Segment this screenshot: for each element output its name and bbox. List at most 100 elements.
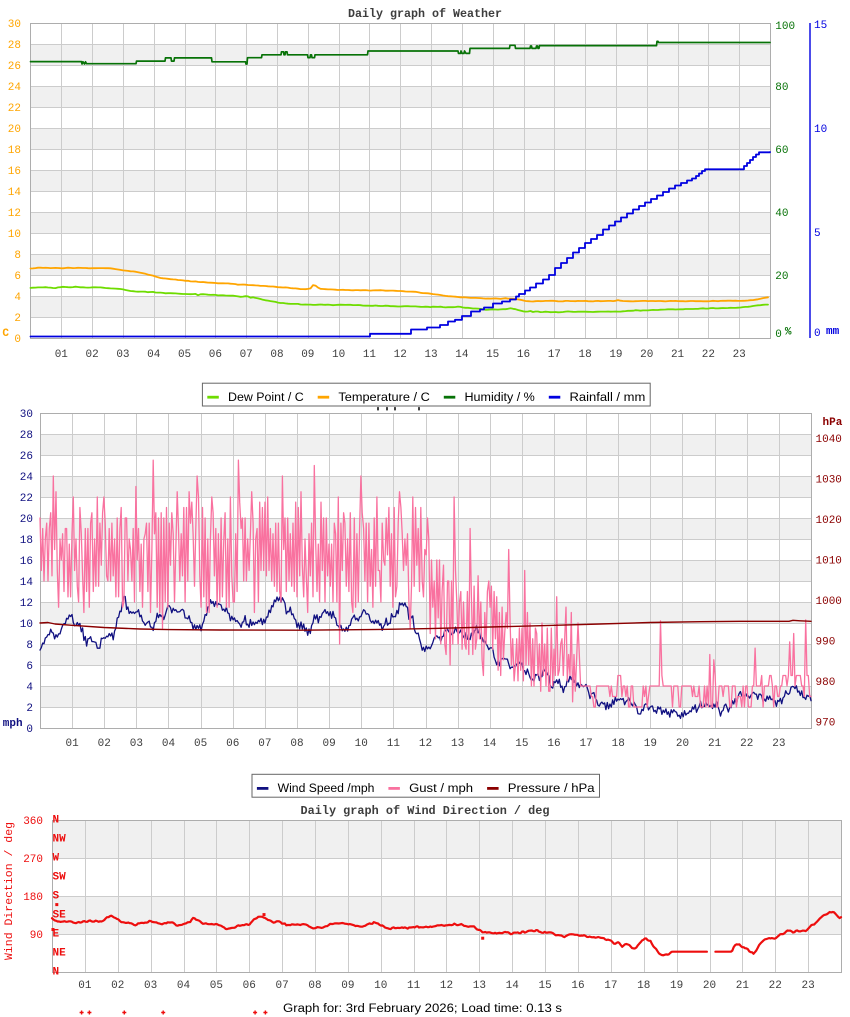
svg-text:16: 16 <box>571 980 584 992</box>
svg-text:13: 13 <box>451 738 464 750</box>
svg-text:23: 23 <box>772 738 785 750</box>
svg-text:24: 24 <box>20 472 34 484</box>
svg-text:970: 970 <box>816 718 836 730</box>
svg-text:990: 990 <box>816 637 836 649</box>
svg-text:02: 02 <box>86 349 99 361</box>
svg-text:C: C <box>2 328 9 340</box>
svg-text:Wind Speed /mph: Wind Speed /mph <box>278 781 375 795</box>
svg-text:100: 100 <box>775 21 795 33</box>
svg-text:Daily graph of Weather: Daily graph of Weather <box>348 7 502 21</box>
svg-text:10: 10 <box>814 124 827 136</box>
svg-text:10: 10 <box>355 738 368 750</box>
svg-text:03: 03 <box>130 738 143 750</box>
svg-text:04: 04 <box>177 980 191 992</box>
svg-text:2: 2 <box>14 313 21 325</box>
svg-text:16: 16 <box>547 738 560 750</box>
svg-text:S: S <box>53 891 60 903</box>
svg-text:14: 14 <box>8 187 22 199</box>
svg-text:28: 28 <box>8 40 21 52</box>
svg-text:09: 09 <box>341 980 354 992</box>
svg-text:11: 11 <box>387 738 401 750</box>
svg-text:mm: mm <box>826 326 840 338</box>
svg-text:mph: mph <box>3 718 23 730</box>
svg-text:09: 09 <box>323 738 336 750</box>
svg-text:16: 16 <box>20 556 33 568</box>
svg-text:07: 07 <box>276 980 289 992</box>
svg-text:12: 12 <box>440 980 453 992</box>
svg-text:21: 21 <box>708 738 722 750</box>
svg-text:15: 15 <box>515 738 528 750</box>
svg-text:20: 20 <box>676 738 689 750</box>
svg-text:06: 06 <box>226 738 239 750</box>
svg-text:04: 04 <box>147 349 161 361</box>
svg-text:23: 23 <box>733 349 746 361</box>
svg-text:18: 18 <box>637 980 650 992</box>
svg-text:60: 60 <box>775 145 788 157</box>
svg-text:14: 14 <box>455 349 469 361</box>
svg-text:%: % <box>785 327 792 339</box>
svg-text:03: 03 <box>116 349 129 361</box>
svg-text:17: 17 <box>580 738 593 750</box>
svg-text:01: 01 <box>66 738 80 750</box>
svg-text:18: 18 <box>8 145 21 157</box>
svg-text:11: 11 <box>407 980 421 992</box>
svg-text:Gust / mph: Gust / mph <box>409 781 473 795</box>
svg-text:12: 12 <box>394 349 407 361</box>
svg-text:1000: 1000 <box>816 596 842 608</box>
svg-text:12: 12 <box>20 598 33 610</box>
svg-text:1040: 1040 <box>816 434 842 446</box>
svg-text:1010: 1010 <box>816 556 842 568</box>
svg-text:06: 06 <box>243 980 256 992</box>
svg-text:09: 09 <box>301 349 314 361</box>
svg-text:Graph for: 3rd February 2026;: Graph for: 3rd February 2026; Load time:… <box>283 1003 562 1015</box>
svg-text:0: 0 <box>14 334 21 346</box>
svg-text:980: 980 <box>816 677 836 689</box>
svg-text:13: 13 <box>473 980 486 992</box>
svg-text:10: 10 <box>8 229 21 241</box>
svg-text:22: 22 <box>20 493 33 505</box>
svg-text:SW: SW <box>53 872 67 884</box>
svg-text:2: 2 <box>26 703 33 715</box>
svg-text:22: 22 <box>769 980 782 992</box>
svg-text:1020: 1020 <box>816 515 842 527</box>
svg-text:hPa: hPa <box>823 417 843 429</box>
svg-text:20: 20 <box>640 349 653 361</box>
svg-text:10: 10 <box>374 980 387 992</box>
svg-text:SE: SE <box>53 910 67 922</box>
svg-text:80: 80 <box>775 82 788 94</box>
svg-text:01: 01 <box>55 349 69 361</box>
svg-text:4: 4 <box>14 292 21 304</box>
svg-text:Daily graph of Wind Direction: Daily graph of Wind Direction / deg <box>301 804 550 818</box>
svg-text:19: 19 <box>670 980 683 992</box>
svg-text:10: 10 <box>332 349 345 361</box>
svg-text:03: 03 <box>144 980 157 992</box>
svg-text:18: 18 <box>612 738 625 750</box>
svg-text:24: 24 <box>8 82 22 94</box>
svg-text:6: 6 <box>26 661 33 673</box>
svg-text:Temperature / C: Temperature / C <box>338 390 430 404</box>
svg-text:30: 30 <box>8 19 21 31</box>
svg-text:05: 05 <box>178 349 191 361</box>
svg-text:02: 02 <box>111 980 124 992</box>
svg-text:19: 19 <box>644 738 657 750</box>
svg-text:15: 15 <box>814 20 827 32</box>
svg-text:08: 08 <box>290 738 303 750</box>
svg-text:8: 8 <box>14 250 21 262</box>
svg-text:20: 20 <box>20 514 33 526</box>
svg-text:Wind Direction / deg: Wind Direction / deg <box>4 822 16 960</box>
svg-text:14: 14 <box>483 738 497 750</box>
svg-text:17: 17 <box>604 980 617 992</box>
svg-text:26: 26 <box>20 451 33 463</box>
svg-text:N: N <box>53 967 60 979</box>
svg-text:12: 12 <box>8 208 21 220</box>
svg-text:05: 05 <box>210 980 223 992</box>
svg-text:14: 14 <box>20 577 34 589</box>
svg-text:22: 22 <box>702 349 715 361</box>
svg-text:22: 22 <box>8 103 21 115</box>
svg-text:21: 21 <box>736 980 750 992</box>
svg-text:Humidity / %: Humidity / % <box>465 390 535 404</box>
svg-text:18: 18 <box>20 535 33 547</box>
svg-text:08: 08 <box>270 349 283 361</box>
svg-text:180: 180 <box>23 892 43 904</box>
svg-text:12: 12 <box>419 738 432 750</box>
